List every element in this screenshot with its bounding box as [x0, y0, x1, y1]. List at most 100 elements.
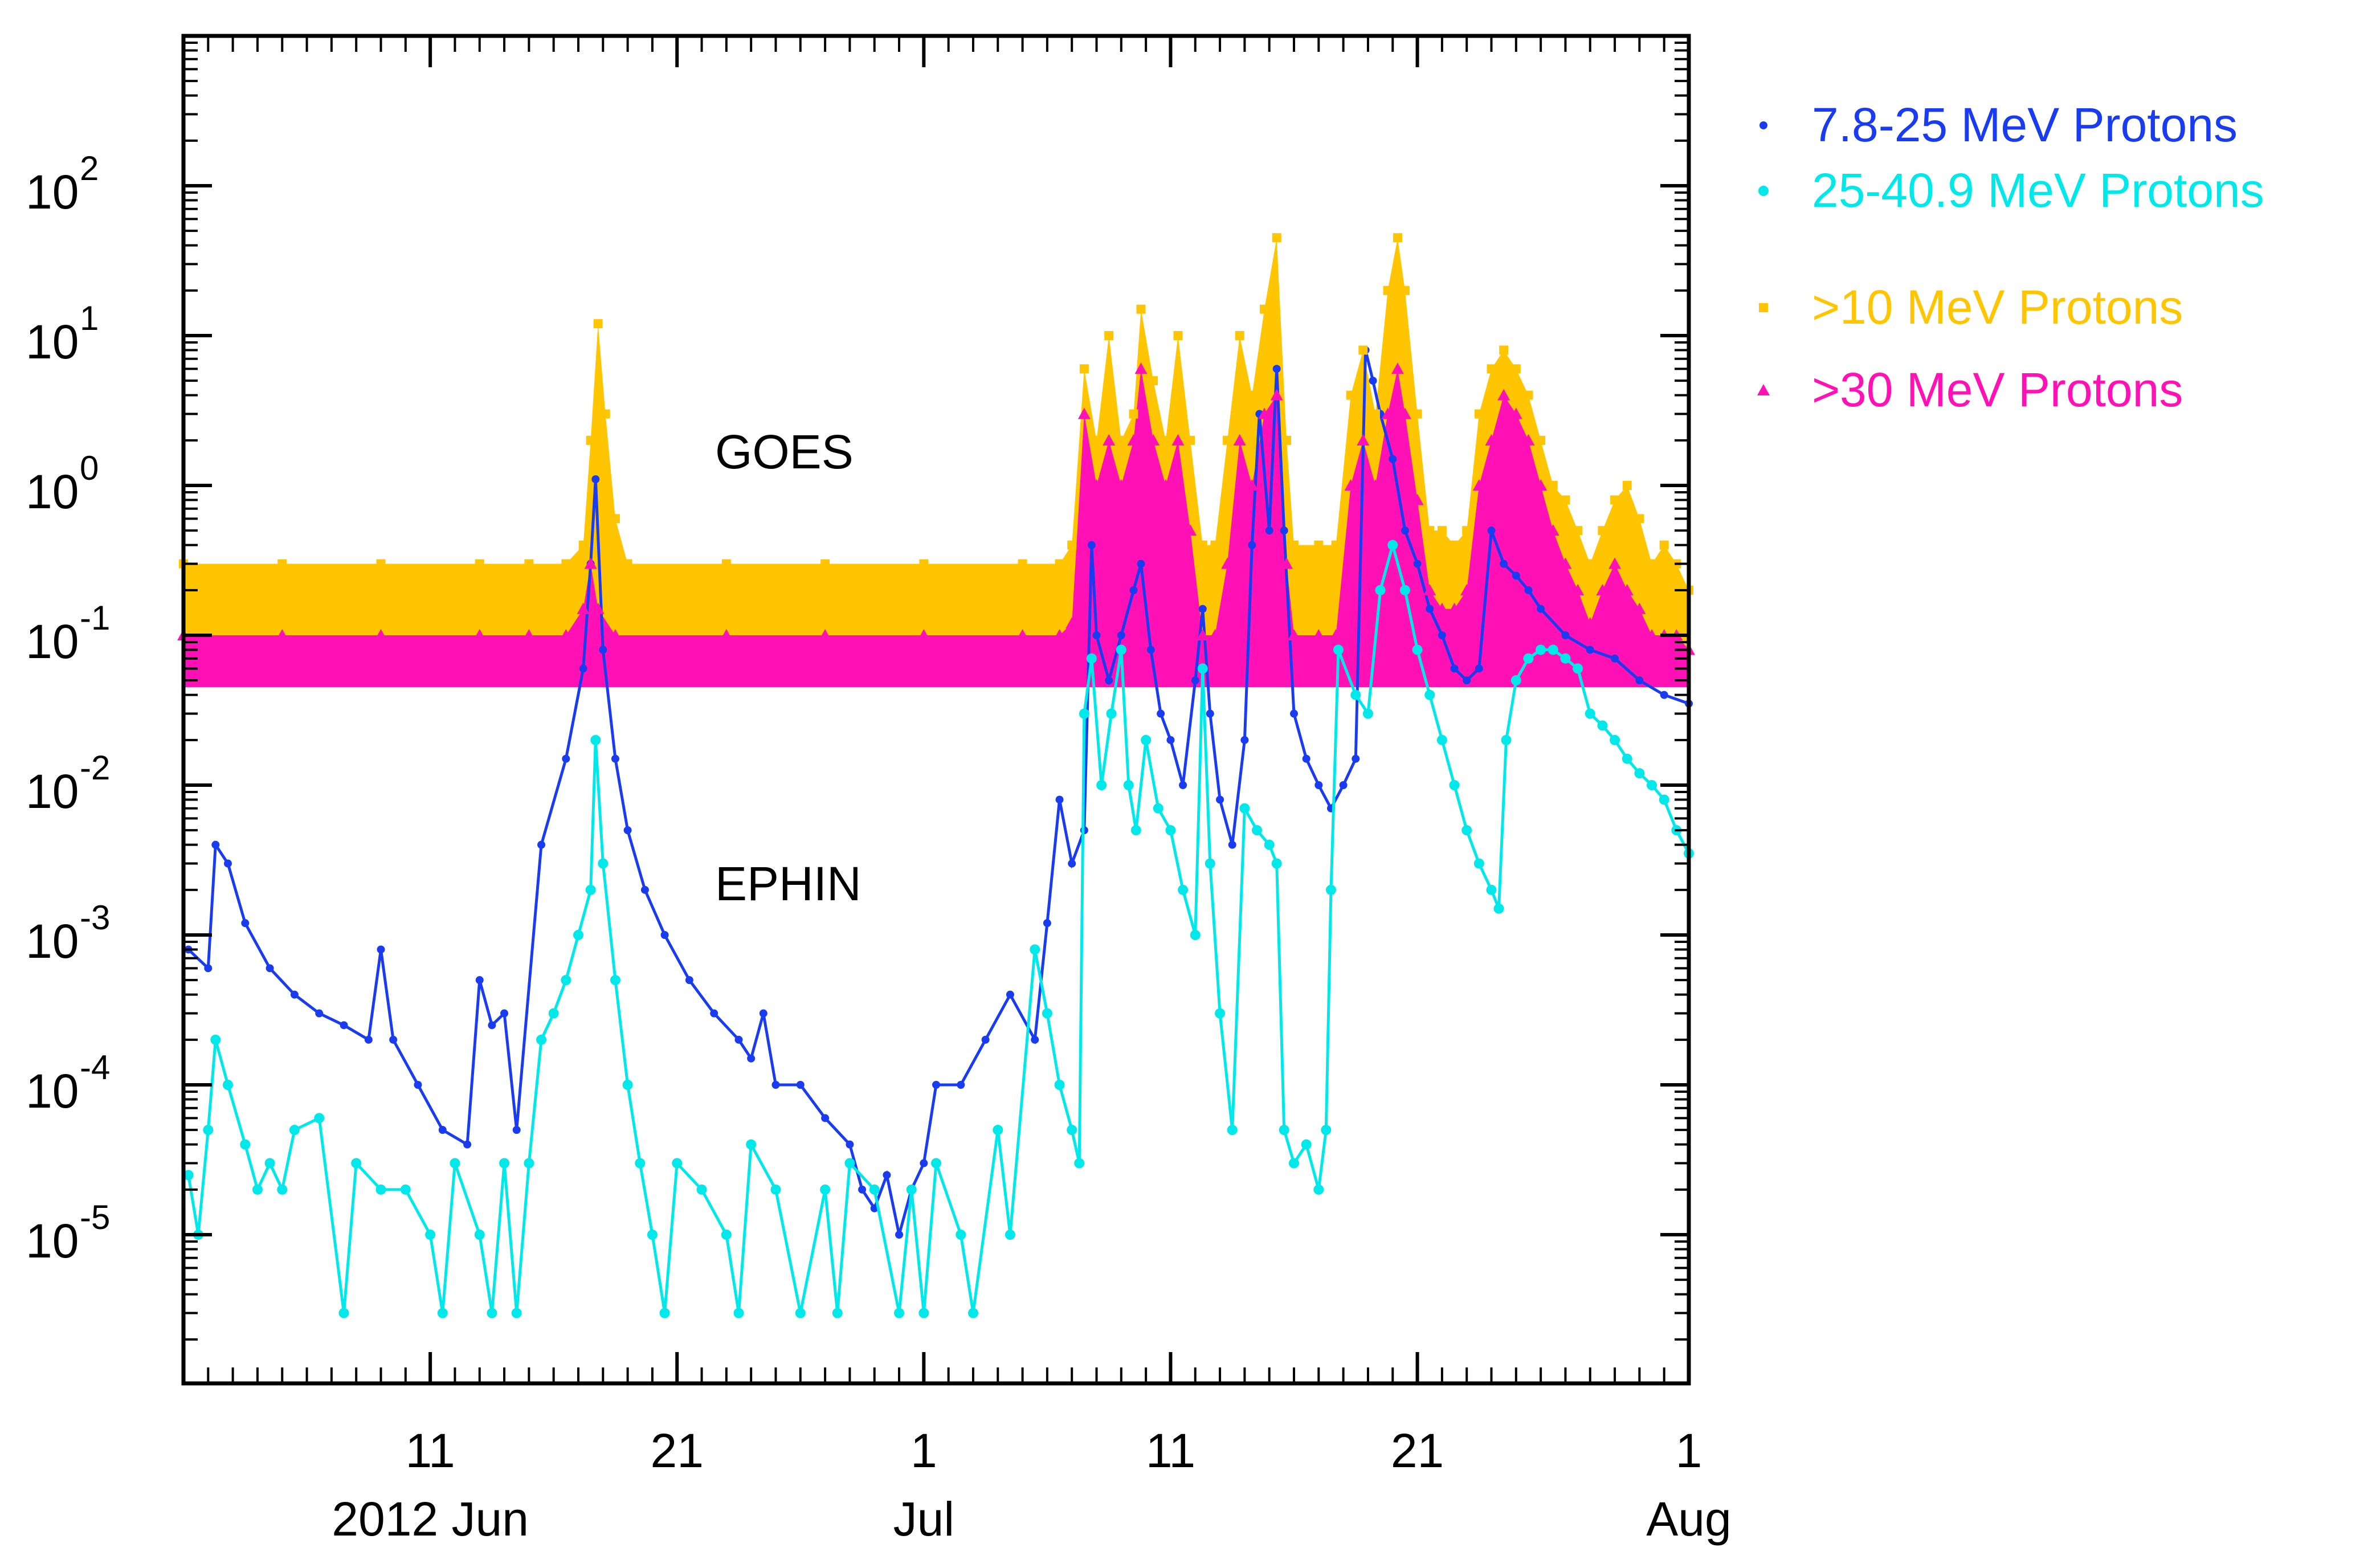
data-point [211, 840, 220, 849]
y-tick-label-base: 10 [26, 615, 79, 668]
legend-marker [1759, 121, 1767, 129]
data-point [1077, 407, 1091, 419]
y-tick-label-exp: -2 [80, 749, 110, 787]
data-point [1333, 644, 1344, 655]
data-point [1289, 540, 1299, 550]
data-point [1610, 495, 1620, 505]
data-point [1596, 583, 1609, 595]
data-point [1635, 676, 1644, 685]
data-point [1079, 364, 1089, 374]
data-point [579, 664, 587, 673]
data-point [1030, 944, 1040, 955]
data-point [1486, 884, 1497, 895]
data-point [1646, 629, 1659, 640]
data-point [1074, 1158, 1085, 1169]
data-point [1130, 825, 1141, 836]
data-point [1647, 559, 1657, 569]
data-point [1282, 435, 1292, 445]
data-point [1537, 605, 1545, 613]
data-point [1068, 859, 1076, 868]
data-point [1487, 526, 1496, 535]
data-point [1246, 479, 1259, 491]
x-tick-sublabel: Aug [1646, 1492, 1731, 1546]
y-tick-label-exp: -3 [80, 899, 110, 937]
legend-label: 7.8-25 MeV Protons [1812, 98, 2238, 152]
data-point [561, 975, 571, 986]
data-point [1127, 434, 1140, 446]
series-ephin-25-40-9mev [183, 540, 1694, 1318]
data-point [1149, 376, 1158, 386]
data-point [844, 1158, 855, 1169]
data-point [1265, 526, 1273, 535]
data-point [721, 1230, 732, 1240]
data-point [290, 990, 299, 999]
data-point [1067, 540, 1077, 550]
legend-marker [1758, 186, 1769, 196]
data-point [1031, 1035, 1039, 1044]
data-point [1560, 653, 1571, 664]
data-point [1411, 493, 1424, 505]
series-line [187, 349, 1689, 1235]
data-point [821, 1114, 830, 1122]
data-point [967, 1308, 978, 1318]
data-point [1534, 479, 1548, 491]
data-point [770, 1184, 781, 1195]
data-point [993, 1125, 1003, 1136]
data-point [1647, 780, 1657, 790]
data-point [734, 1035, 743, 1044]
data-point [1546, 524, 1559, 536]
data-point [590, 734, 601, 745]
data-point [1608, 557, 1622, 569]
data-point [1301, 1139, 1312, 1150]
data-point [1314, 540, 1324, 550]
data-point [488, 1021, 496, 1030]
x-tick-label: 1 [1676, 1424, 1702, 1477]
data-point [710, 1009, 718, 1018]
x-tick-label: 1 [911, 1424, 937, 1477]
data-point [1339, 781, 1348, 789]
data-point [1424, 689, 1435, 700]
data-point [1239, 803, 1250, 814]
legend-label: >30 MeV Protons [1812, 363, 2183, 416]
data-point [1423, 583, 1436, 595]
data-point [1205, 858, 1215, 869]
data-point [351, 1158, 362, 1169]
data-point [1179, 781, 1187, 789]
data-point [1610, 734, 1620, 745]
data-point [400, 1184, 411, 1195]
data-point [560, 629, 573, 640]
data-point [1067, 1125, 1077, 1136]
data-point [622, 1080, 633, 1090]
data-point [820, 559, 830, 569]
data-point [919, 559, 929, 569]
data-point [932, 1081, 940, 1089]
data-point [1103, 434, 1116, 446]
data-point [315, 1009, 324, 1018]
data-point [659, 1308, 670, 1318]
data-point [524, 559, 534, 569]
data-point [1096, 780, 1107, 790]
data-point [425, 1230, 436, 1240]
data-point [1280, 526, 1288, 535]
data-point [1178, 884, 1189, 895]
data-point [1157, 709, 1165, 718]
data-point [1055, 795, 1064, 804]
data-point [1129, 409, 1138, 419]
data-point [1634, 768, 1645, 779]
data-point [487, 1308, 497, 1318]
data-point [1391, 362, 1404, 374]
data-point [475, 976, 484, 985]
series-ephin-7-8-25mev [184, 346, 1693, 1239]
data-point [820, 1184, 831, 1195]
data-point [1092, 435, 1101, 445]
y-tick-label-exp: -5 [80, 1198, 110, 1236]
data-point [1375, 585, 1386, 595]
data-point [1536, 435, 1546, 445]
data-point [1352, 754, 1360, 763]
legend-marker [1757, 384, 1770, 395]
data-point [277, 559, 287, 569]
data-point [562, 754, 570, 763]
data-point [1196, 629, 1209, 640]
data-point [1559, 557, 1572, 569]
